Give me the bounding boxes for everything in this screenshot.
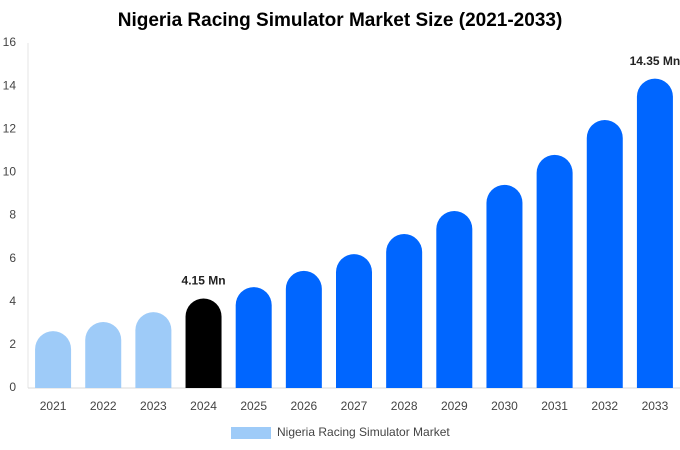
- bar: [436, 210, 473, 388]
- x-tick-label: 2023: [140, 399, 167, 413]
- legend-swatch: [231, 427, 271, 439]
- bar: [336, 254, 372, 388]
- x-tick-label: 2025: [240, 399, 267, 413]
- x-tick-label: 2022: [90, 399, 117, 413]
- bar: [386, 234, 423, 388]
- y-tick-label: 2: [9, 337, 16, 351]
- y-tick-label: 4: [9, 294, 16, 308]
- bar: [35, 331, 72, 388]
- x-tick-label: 2026: [290, 399, 317, 413]
- x-tick-label: 2024: [190, 399, 217, 413]
- bar: [586, 119, 623, 388]
- x-tick-label: 2029: [441, 399, 468, 413]
- x-tick-label: 2033: [642, 399, 669, 413]
- y-tick-label: 0: [9, 380, 16, 394]
- y-tick-label: 6: [9, 251, 16, 265]
- bar: [135, 312, 172, 388]
- value-label: 4.15 Mn: [182, 274, 226, 288]
- x-tick-label: 2031: [541, 399, 568, 413]
- legend-label: Nigeria Racing Simulator Market: [277, 425, 450, 439]
- chart-title: Nigeria Racing Simulator Market Size (20…: [118, 10, 563, 31]
- bar: [185, 298, 222, 388]
- y-tick-label: 16: [3, 35, 17, 49]
- value-label: 14.35 Mn: [630, 54, 680, 68]
- bar: [85, 322, 122, 388]
- y-tick-label: 14: [3, 78, 17, 92]
- y-tick-label: 10: [3, 165, 17, 179]
- y-tick-label: 12: [3, 121, 17, 135]
- bar: [486, 184, 523, 388]
- x-tick-label: 2030: [491, 399, 518, 413]
- bar: [235, 287, 272, 388]
- bar: [636, 78, 673, 388]
- y-tick-label: 8: [9, 208, 16, 222]
- x-tick-label: 2021: [40, 399, 67, 413]
- bar: [285, 270, 322, 388]
- x-tick-label: 2027: [341, 399, 368, 413]
- x-tick-label: 2032: [591, 399, 618, 413]
- bar: [536, 154, 573, 388]
- x-tick-label: 2028: [391, 399, 418, 413]
